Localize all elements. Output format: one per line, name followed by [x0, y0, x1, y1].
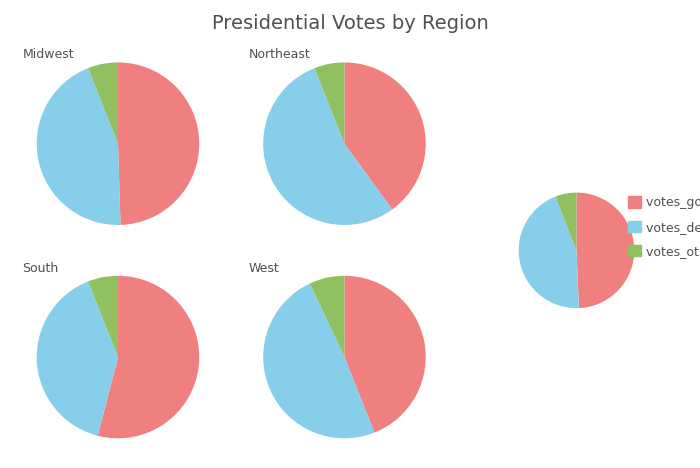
- Wedge shape: [555, 192, 577, 250]
- Text: South: South: [22, 262, 59, 275]
- Wedge shape: [36, 68, 120, 225]
- Wedge shape: [314, 62, 344, 144]
- Wedge shape: [88, 276, 118, 357]
- Wedge shape: [98, 276, 200, 439]
- Wedge shape: [577, 192, 634, 308]
- Text: West: West: [249, 262, 280, 275]
- Wedge shape: [118, 62, 200, 225]
- Text: Northeast: Northeast: [249, 48, 311, 61]
- Wedge shape: [263, 284, 374, 439]
- Text: Presidential Votes by Region: Presidential Votes by Region: [211, 14, 489, 33]
- Wedge shape: [88, 62, 118, 144]
- Wedge shape: [263, 68, 392, 225]
- Wedge shape: [344, 276, 426, 432]
- Wedge shape: [36, 281, 118, 436]
- Wedge shape: [310, 276, 344, 357]
- Wedge shape: [519, 197, 579, 308]
- Text: Midwest: Midwest: [22, 48, 74, 61]
- Legend: votes_gop 49.3%, votes_dem 44.7%, votes_other 5.96%: votes_gop 49.3%, votes_dem 44.7%, votes_…: [624, 192, 700, 262]
- Wedge shape: [344, 62, 426, 210]
